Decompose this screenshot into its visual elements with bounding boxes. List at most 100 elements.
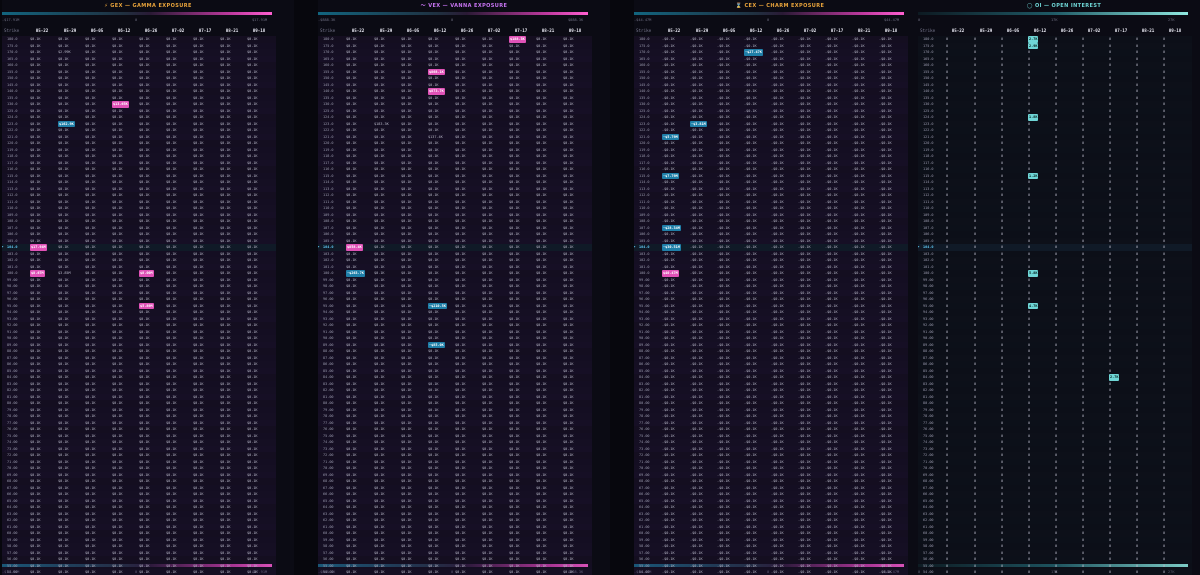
heatmap-cell[interactable]: $0.1K: [563, 349, 574, 353]
heatmap-cell[interactable]: $0.1K: [85, 43, 96, 48]
heatmap-cell[interactable]: $0.1K: [482, 479, 493, 483]
heatmap-cell[interactable]: -$0.1K: [690, 76, 703, 80]
heatmap-cell[interactable]: -$0.1K: [879, 420, 892, 425]
heatmap-cell[interactable]: $0.1K: [346, 134, 357, 139]
heatmap-cell[interactable]: $0.1K: [58, 381, 69, 386]
heatmap-cell[interactable]: $0.1K: [428, 147, 439, 152]
heatmap-cell[interactable]: -$0.1K: [852, 570, 865, 574]
heatmap-cell[interactable]: $0.1K: [139, 433, 150, 438]
heatmap-cell[interactable]: $0.1K: [58, 264, 69, 269]
heatmap-cell[interactable]: $0.1K: [166, 95, 177, 100]
heatmap-cell[interactable]: -$0.1K: [690, 56, 703, 61]
heatmap-cell[interactable]: -$0.1K: [717, 498, 730, 503]
heatmap-cell[interactable]: $0.1K: [166, 160, 177, 165]
heatmap-cell[interactable]: $0.1K: [374, 95, 385, 100]
heatmap-cell[interactable]: $0.1K: [428, 570, 439, 574]
heatmap-cell[interactable]: $0.1K: [58, 323, 69, 327]
heatmap-cell[interactable]: $0.1K: [193, 186, 204, 191]
heatmap-cell[interactable]: $0.1K: [112, 258, 123, 262]
heatmap-cell[interactable]: $0.1K: [85, 349, 96, 353]
heatmap-cell[interactable]: $0.1K: [346, 492, 357, 496]
heatmap-cell[interactable]: $0.1K: [374, 69, 385, 74]
heatmap-cell[interactable]: $0.1K: [247, 433, 258, 438]
heatmap-cell[interactable]: -$0.1K: [825, 160, 838, 165]
heatmap-cell[interactable]: -$0.1K: [825, 115, 838, 119]
heatmap-cell[interactable]: $0.1K: [247, 271, 258, 275]
heatmap-cell[interactable]: -$0.1K: [662, 76, 675, 80]
heatmap-cell[interactable]: $0.1K: [482, 95, 493, 100]
heatmap-cell[interactable]: -$0.1K: [798, 368, 811, 373]
heatmap-cell[interactable]: $0.1K: [58, 238, 69, 243]
heatmap-cell[interactable]: -$0.1K: [690, 108, 703, 113]
heatmap-cell[interactable]: $0.1K: [193, 388, 204, 392]
heatmap-cell[interactable]: -$0.1K: [690, 193, 703, 197]
heatmap-cell[interactable]: -$0.1K: [662, 446, 675, 451]
heatmap-cell[interactable]: $0.1K: [139, 95, 150, 100]
heatmap-cell[interactable]: $0.1K: [247, 349, 258, 353]
heatmap-cell[interactable]: $0.1K: [85, 316, 96, 321]
heatmap-cell[interactable]: $0.1K: [247, 50, 258, 54]
heatmap-cell[interactable]: $0.1K: [374, 43, 385, 48]
heatmap-cell[interactable]: $0.1K: [482, 342, 493, 347]
heatmap-cell[interactable]: $0.1K: [482, 69, 493, 74]
heatmap-cell[interactable]: $0.1K: [509, 206, 520, 210]
heatmap-cell[interactable]: -$0.1K: [798, 141, 811, 145]
heatmap-cell[interactable]: $0.1K: [58, 349, 69, 353]
heatmap-cell[interactable]: $0.1K: [346, 544, 357, 548]
heatmap-cell[interactable]: -$0.1K: [717, 401, 730, 405]
heatmap-cell[interactable]: $0.1K: [563, 128, 574, 132]
heatmap-cell[interactable]: -$0.1K: [771, 82, 784, 87]
heatmap-cell[interactable]: $0.1K: [139, 219, 150, 223]
heatmap-cell[interactable]: -$0.1K: [690, 355, 703, 360]
heatmap-cell[interactable]: $0.1K: [30, 446, 41, 451]
heatmap-cell[interactable]: $0.1K: [30, 199, 41, 204]
heatmap-cell[interactable]: $0.1K: [374, 277, 385, 282]
heatmap-cell[interactable]: $0.1K: [166, 180, 177, 184]
heatmap-cell[interactable]: $0.1K: [482, 134, 493, 139]
heatmap-cell[interactable]: $0.1K: [166, 524, 177, 529]
heatmap-cell[interactable]: $0.1K: [58, 459, 69, 464]
heatmap-cell[interactable]: $0.1K: [509, 115, 520, 119]
heatmap-cell[interactable]: -$0.1K: [771, 258, 784, 262]
heatmap-cell[interactable]: $0.1K: [112, 225, 123, 230]
heatmap-cell[interactable]: $0.1K: [247, 82, 258, 87]
heatmap-cell[interactable]: $0.1K: [112, 141, 123, 145]
heatmap-cell[interactable]: $0.1K: [455, 544, 466, 548]
heatmap-cell[interactable]: $0.1K: [166, 128, 177, 132]
heatmap-cell[interactable]: -$0.1K: [798, 401, 811, 405]
heatmap-cell[interactable]: -$0.1K: [717, 141, 730, 145]
heatmap-cell[interactable]: $0.1K: [509, 524, 520, 529]
heatmap-cell[interactable]: $0.1K: [139, 82, 150, 87]
heatmap-cell[interactable]: -$0.1K: [662, 160, 675, 165]
heatmap-cell[interactable]: $0.1K: [30, 225, 41, 230]
heatmap-cell[interactable]: $0.1K: [482, 485, 493, 490]
heatmap-cell[interactable]: $0.1K: [346, 180, 357, 184]
heatmap-cell[interactable]: $0.1K: [85, 485, 96, 490]
heatmap-cell[interactable]: $0.1K: [220, 355, 231, 360]
heatmap-cell[interactable]: $0.1K: [563, 323, 574, 327]
heatmap-cell[interactable]: $0.1K: [85, 375, 96, 379]
heatmap-cell[interactable]: $0.1K: [247, 505, 258, 509]
heatmap-cell[interactable]: -$0.1K: [771, 485, 784, 490]
heatmap-cell[interactable]: $0.1K: [220, 108, 231, 113]
heatmap-cell[interactable]: $0.1K: [509, 277, 520, 282]
heatmap-cell[interactable]: $0.1K: [193, 401, 204, 405]
heatmap-cell[interactable]: $0.1K: [112, 492, 123, 496]
heatmap-cell[interactable]: $0.1K: [58, 63, 69, 67]
heatmap-cell[interactable]: $0.1K: [166, 69, 177, 74]
heatmap-cell[interactable]: $0.1K: [482, 336, 493, 340]
heatmap-cell[interactable]: -$0.1K: [825, 63, 838, 67]
heatmap-cell[interactable]: -$0.1K: [662, 303, 675, 308]
heatmap-cell[interactable]: -$0.1K: [852, 329, 865, 334]
heatmap-cell[interactable]: -$0.1K: [852, 310, 865, 314]
heatmap-cell[interactable]: -$0.1K: [771, 232, 784, 236]
heatmap-cell[interactable]: -$0.1K: [662, 284, 675, 288]
heatmap-cell[interactable]: -$0.1K: [852, 349, 865, 353]
heatmap-cell[interactable]: $0.1K: [220, 485, 231, 490]
heatmap-cell[interactable]: -$0.1K: [879, 245, 892, 249]
heatmap-cell[interactable]: $0.1K: [401, 472, 412, 477]
heatmap-cell[interactable]: -$0.1K: [825, 76, 838, 80]
heatmap-cell[interactable]: -$0.1K: [771, 349, 784, 353]
heatmap-cell[interactable]: $0.1K: [166, 401, 177, 405]
heatmap-cell[interactable]: $0.1K: [58, 258, 69, 262]
